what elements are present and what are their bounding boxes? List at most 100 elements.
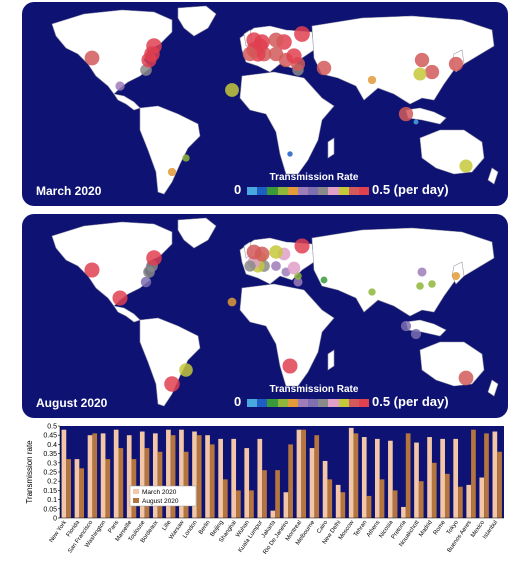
bar-august-montreal bbox=[301, 429, 307, 518]
city-marker-florida bbox=[140, 276, 152, 288]
city-marker-shanghai bbox=[428, 280, 436, 288]
land-southeast-asia bbox=[405, 319, 447, 337]
city-marker-san-francisco bbox=[84, 50, 100, 66]
bar-march-buenos-aeres bbox=[466, 484, 472, 518]
bar-march-florida bbox=[74, 459, 80, 518]
bar-august-melbourne bbox=[314, 435, 320, 518]
bar-march-beijing bbox=[218, 438, 223, 518]
colorbar-swatch bbox=[277, 399, 288, 407]
city-marker-buenos-aeres bbox=[164, 376, 180, 392]
bar-march-new-delhi bbox=[335, 484, 341, 518]
city-marker-madrid bbox=[244, 260, 256, 272]
city-marker-cairo bbox=[293, 277, 303, 287]
bar-march-pretoria bbox=[401, 506, 406, 518]
city-marker-washington bbox=[141, 52, 157, 68]
city-marker-mexico bbox=[112, 290, 128, 306]
land-madagascar bbox=[327, 349, 335, 371]
y-tick-label: 0.2 bbox=[47, 479, 57, 486]
bar-august-bordeaux bbox=[157, 451, 163, 518]
map-panel-august: August 2020 Transmission Rate 0 0.5 (per… bbox=[22, 214, 508, 418]
bar-august-kuala-lumpur bbox=[262, 470, 267, 518]
bar-august-shanghai bbox=[236, 490, 241, 518]
colorbar-swatch bbox=[358, 399, 370, 407]
colorbar-swatch bbox=[328, 187, 339, 195]
colorbar-min-label: 0 bbox=[234, 182, 242, 197]
city-marker-wuhan bbox=[413, 67, 427, 81]
bar-august-buenos-aeres bbox=[471, 429, 476, 518]
bar-august-istanbul bbox=[497, 451, 502, 518]
bar-march-warsaw bbox=[179, 429, 184, 518]
colorbar-title: Transmission Rate bbox=[269, 172, 359, 183]
land-asia bbox=[311, 15, 495, 105]
bar-august-jakarta bbox=[275, 470, 280, 518]
city-marker-melbourne bbox=[459, 159, 473, 173]
colorbar-swatch bbox=[297, 187, 309, 195]
bar-august-lille bbox=[170, 435, 176, 518]
colorbar-legend: Transmission Rate 0 0.5 (per day) bbox=[234, 172, 494, 200]
bar-march-moscow bbox=[348, 427, 354, 518]
city-marker-tokyo bbox=[451, 271, 461, 281]
city-marker-kuala-lumpur bbox=[400, 320, 412, 332]
colorbar-swatch bbox=[247, 399, 258, 407]
bar-march-shanghai bbox=[231, 438, 237, 518]
city-marker-rome bbox=[271, 261, 281, 271]
colorbar-swatch bbox=[358, 187, 370, 195]
colorbar-swatch bbox=[308, 399, 319, 407]
city-marker-berlin bbox=[268, 32, 284, 48]
legend-label: March 2020 bbox=[142, 489, 177, 496]
colorbar-swatch bbox=[267, 187, 278, 195]
colorbar-swatch bbox=[328, 399, 339, 407]
land-australia bbox=[419, 129, 485, 175]
city-marker-jakarta bbox=[413, 119, 419, 125]
city-markers bbox=[84, 26, 473, 177]
bar-august-paris bbox=[118, 448, 124, 518]
bar-august-berlin bbox=[209, 444, 215, 518]
y-tick-label: 0.1 bbox=[47, 497, 57, 504]
land-australia bbox=[419, 341, 485, 387]
x-tick-label: Rome bbox=[433, 519, 447, 536]
plot-background bbox=[60, 426, 504, 518]
y-tick-label: 0.45 bbox=[43, 433, 57, 440]
bar-march-nicosia bbox=[388, 440, 393, 518]
bar-august-rio-de-janeiro bbox=[288, 444, 293, 518]
chart-legend: March 2020 August 2020 bbox=[129, 485, 197, 507]
bar-march-paris bbox=[113, 429, 119, 518]
city-marker-nicosia bbox=[294, 272, 302, 280]
city-marker-pretoria bbox=[282, 358, 298, 374]
bar-august-tehran bbox=[366, 495, 372, 518]
city-marker-tokyo bbox=[448, 56, 464, 72]
colorbar-swatch bbox=[338, 187, 349, 195]
bar-august-rome bbox=[444, 473, 450, 518]
colorbar-legend: Transmission Rate 0 0.5 (per day) bbox=[234, 384, 494, 412]
legend-swatch bbox=[133, 498, 139, 503]
colorbar-swatch bbox=[318, 399, 329, 407]
bar-march-athens bbox=[374, 438, 380, 518]
land-greenland bbox=[177, 217, 217, 249]
legend-box bbox=[129, 485, 197, 507]
legend-label: August 2020 bbox=[142, 498, 179, 505]
land-central-america bbox=[113, 93, 141, 111]
city-marker-rome bbox=[268, 46, 284, 62]
colorbar-swatch bbox=[318, 187, 329, 195]
colorbar-swatch bbox=[348, 187, 359, 195]
bar-march-montreal bbox=[296, 429, 302, 518]
land-south-america bbox=[139, 105, 201, 195]
bar-march-istanbul bbox=[492, 431, 498, 518]
bar-march-tokyo bbox=[453, 438, 459, 518]
colorbar-swatch bbox=[257, 187, 268, 195]
bar-august-new-delhi bbox=[340, 492, 346, 518]
bar-march-lille bbox=[166, 429, 171, 518]
map-date-label: March 2020 bbox=[36, 184, 102, 198]
bar-august-moscow bbox=[353, 433, 359, 518]
bar-march-new-york bbox=[61, 429, 67, 518]
bar-august-toulouse bbox=[144, 448, 150, 518]
city-marker-shanghai bbox=[424, 64, 440, 80]
city-marker-tehran bbox=[316, 60, 332, 76]
colorbar-max-label: 0.5 (per day) bbox=[372, 394, 449, 409]
city-marker-london bbox=[246, 32, 262, 48]
city-marker-madrid bbox=[242, 46, 258, 62]
bar-march-washington bbox=[100, 433, 106, 518]
colorbar-scale bbox=[247, 187, 370, 195]
city-marker-montreal bbox=[146, 38, 162, 54]
colorbar-swatch bbox=[247, 187, 258, 195]
